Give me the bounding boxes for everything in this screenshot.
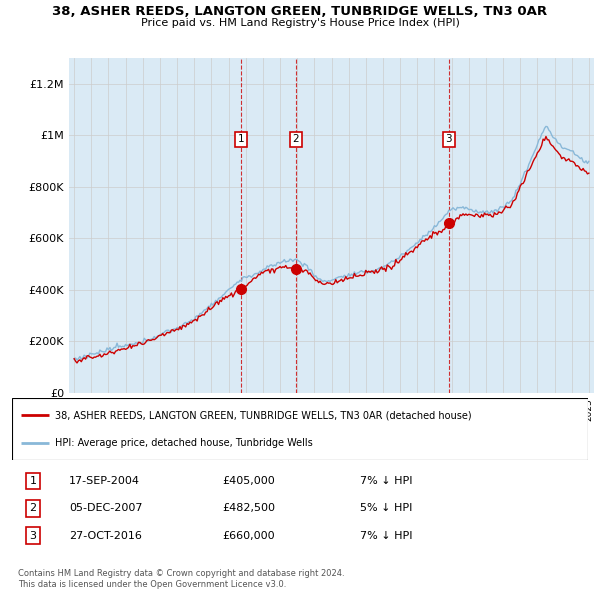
Text: 17-SEP-2004: 17-SEP-2004 (69, 476, 140, 486)
Text: 3: 3 (29, 530, 37, 540)
Text: £482,500: £482,500 (222, 503, 275, 513)
Text: 05-DEC-2007: 05-DEC-2007 (69, 503, 143, 513)
Text: 7% ↓ HPI: 7% ↓ HPI (360, 530, 413, 540)
Text: Contains HM Land Registry data © Crown copyright and database right 2024.
This d: Contains HM Land Registry data © Crown c… (18, 569, 344, 589)
Text: 2: 2 (29, 503, 37, 513)
Text: 2: 2 (293, 134, 299, 144)
Text: 1: 1 (29, 476, 37, 486)
Text: HPI: Average price, detached house, Tunbridge Wells: HPI: Average price, detached house, Tunb… (55, 438, 313, 448)
Text: Price paid vs. HM Land Registry's House Price Index (HPI): Price paid vs. HM Land Registry's House … (140, 18, 460, 28)
Text: £660,000: £660,000 (222, 530, 275, 540)
Text: 38, ASHER REEDS, LANGTON GREEN, TUNBRIDGE WELLS, TN3 0AR: 38, ASHER REEDS, LANGTON GREEN, TUNBRIDG… (52, 5, 548, 18)
Text: 27-OCT-2016: 27-OCT-2016 (69, 530, 142, 540)
Text: 3: 3 (445, 134, 452, 144)
Text: 38, ASHER REEDS, LANGTON GREEN, TUNBRIDGE WELLS, TN3 0AR (detached house): 38, ASHER REEDS, LANGTON GREEN, TUNBRIDG… (55, 411, 472, 420)
Text: 7% ↓ HPI: 7% ↓ HPI (360, 476, 413, 486)
Text: £405,000: £405,000 (222, 476, 275, 486)
Text: 5% ↓ HPI: 5% ↓ HPI (360, 503, 412, 513)
Text: 1: 1 (238, 134, 244, 144)
